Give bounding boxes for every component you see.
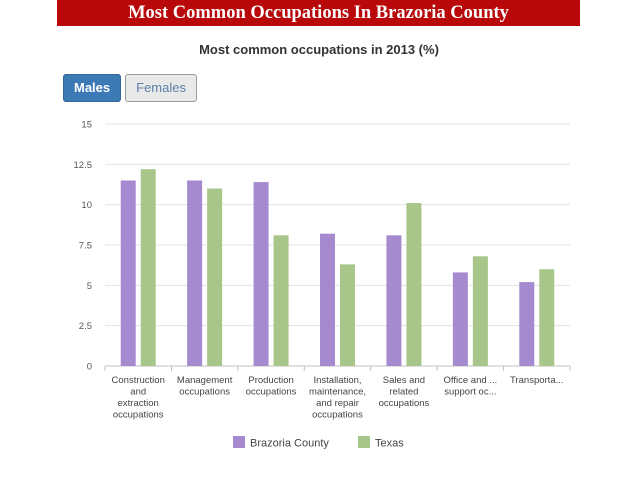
- bar-brazoria: [386, 235, 402, 366]
- y-tick-label: 12.5: [74, 160, 93, 171]
- category-label: Construction: [112, 375, 165, 386]
- legend-swatch: [233, 436, 245, 448]
- bar-texas: [140, 169, 156, 366]
- males-button[interactable]: Males: [63, 74, 122, 102]
- females-button[interactable]: Females: [125, 74, 197, 102]
- bar-texas: [472, 256, 488, 366]
- category-label: support oc...: [444, 387, 496, 398]
- legend-swatch: [358, 436, 370, 448]
- category-label: Sales and: [383, 375, 425, 386]
- bar-texas: [406, 203, 422, 366]
- bar-brazoria: [253, 182, 269, 366]
- bar-texas: [340, 264, 355, 366]
- y-tick-label: 0: [87, 362, 92, 373]
- category-label: related: [389, 387, 418, 398]
- category-label: occupations: [113, 410, 164, 421]
- category-label: occupations: [312, 410, 363, 421]
- bar-brazoria: [187, 180, 203, 366]
- y-tick-label: 2.5: [79, 321, 92, 332]
- bar-brazoria: [452, 272, 468, 366]
- category-label: occupations: [379, 398, 430, 409]
- legend-label: Texas: [375, 438, 404, 450]
- category-label: occupations: [246, 387, 297, 398]
- category-label: maintenance,: [309, 387, 366, 398]
- y-tick-label: 7.5: [79, 241, 92, 252]
- page-banner: Most Common Occupations In Brazoria Coun…: [57, 0, 580, 26]
- category-label: Transporta...: [510, 375, 564, 386]
- bar-brazoria: [120, 180, 136, 366]
- category-label: and: [130, 387, 146, 398]
- category-label: Production: [248, 375, 293, 386]
- gender-toggle: Males Females: [63, 74, 197, 102]
- category-label: Management: [177, 375, 233, 386]
- category-label: occupations: [179, 387, 230, 398]
- bar-brazoria: [320, 233, 335, 366]
- legend-label: Brazoria County: [250, 438, 329, 450]
- bar-brazoria: [519, 282, 535, 366]
- y-tick-label: 5: [87, 281, 92, 292]
- category-label: Office and ...: [444, 375, 498, 386]
- category-label: and repair: [316, 398, 359, 409]
- y-tick-label: 15: [81, 120, 92, 131]
- chart-title: Most common occupations in 2013 (%): [199, 42, 439, 57]
- y-tick-label: 10: [81, 200, 92, 211]
- bar-texas: [207, 188, 223, 366]
- category-label: Installation,: [313, 375, 361, 386]
- bar-texas: [273, 235, 289, 366]
- bar-texas: [539, 269, 555, 366]
- category-label: extraction: [118, 398, 159, 409]
